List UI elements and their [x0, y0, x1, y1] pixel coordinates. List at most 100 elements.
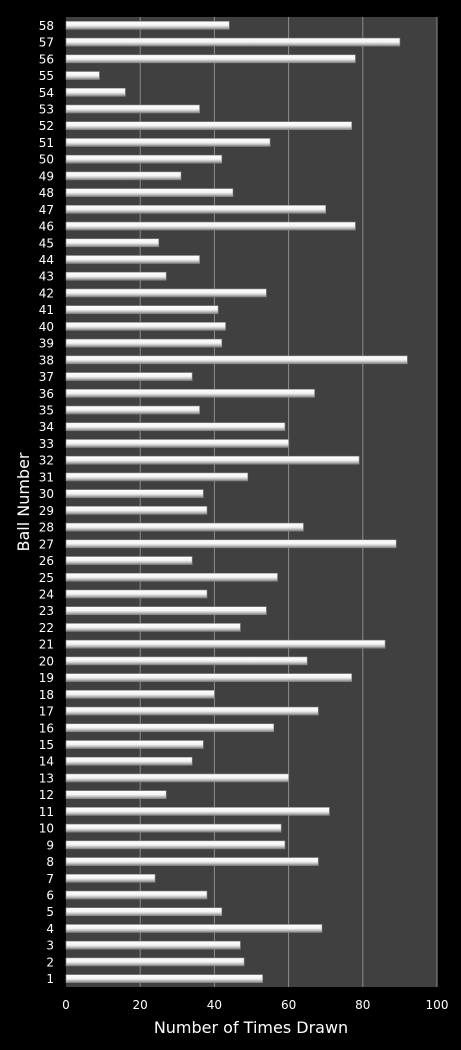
- bar-ball-49: [65, 171, 182, 181]
- bar-ball-32: [65, 455, 360, 465]
- y-tick-label: 6: [46, 889, 54, 903]
- y-tick-label: 30: [39, 487, 54, 501]
- bar-ball-54: [65, 87, 126, 97]
- y-tick-label: 32: [39, 454, 54, 468]
- y-tick-label: 35: [39, 404, 54, 418]
- bar-ball-15: [65, 740, 204, 749]
- bar-ball-27: [65, 539, 397, 549]
- bar-ball-41: [65, 305, 219, 314]
- bar-ball-48: [65, 188, 234, 197]
- bar-ball-44: [65, 255, 200, 264]
- y-tick-label: 15: [39, 738, 54, 752]
- x-tick-label: 100: [426, 998, 449, 1012]
- y-tick-label: 55: [39, 69, 54, 83]
- y-tick-label: 8: [46, 855, 54, 869]
- bar-ball-39: [65, 338, 223, 348]
- x-tick-label: 20: [133, 998, 148, 1012]
- bar-ball-2: [65, 957, 245, 967]
- bar-ball-12: [65, 790, 167, 799]
- y-tick-label: 52: [39, 119, 54, 133]
- y-axis-title: Ball Number: [14, 452, 33, 551]
- bar-ball-31: [65, 472, 249, 482]
- y-tick-label: 42: [39, 286, 54, 300]
- bar-ball-4: [65, 924, 323, 933]
- y-tick-label: 20: [39, 654, 54, 668]
- bar-ball-8: [65, 857, 319, 866]
- x-tick-label: 0: [62, 998, 70, 1012]
- y-tick-label: 17: [39, 705, 54, 719]
- y-tick-label: 13: [39, 771, 54, 785]
- bar-ball-38: [65, 355, 408, 365]
- bar-ball-20: [65, 656, 308, 666]
- y-tick-label: 23: [39, 604, 54, 618]
- y-tick-label: 36: [39, 387, 54, 401]
- bar-ball-9: [65, 840, 286, 850]
- y-tick-label: 26: [39, 554, 54, 568]
- y-tick-label: 37: [39, 370, 54, 384]
- y-tick-label: 34: [39, 420, 54, 434]
- y-tick-label: 16: [39, 721, 54, 735]
- y-tick-label: 12: [39, 788, 54, 802]
- bar-ball-28: [65, 522, 304, 532]
- y-tick-label: 22: [39, 621, 54, 635]
- bar-ball-35: [65, 405, 200, 415]
- bar-ball-30: [65, 489, 204, 498]
- y-tick-label: 48: [39, 186, 54, 200]
- y-tick-label: 11: [39, 805, 54, 819]
- bar-ball-11: [65, 807, 330, 816]
- y-tick-label: 43: [39, 270, 54, 284]
- bar-ball-26: [65, 556, 193, 565]
- y-tick-label: 9: [46, 838, 54, 852]
- y-tick-label: 56: [39, 52, 54, 66]
- y-tick-label: 18: [39, 688, 54, 702]
- y-tick-label: 25: [39, 571, 54, 585]
- y-tick-label: 45: [39, 236, 54, 250]
- bar-ball-22: [65, 623, 241, 632]
- bar-ball-36: [65, 388, 315, 398]
- bar-ball-23: [65, 606, 267, 616]
- bar-ball-21: [65, 639, 386, 649]
- y-tick-label: 58: [39, 19, 54, 33]
- x-tick-label: 40: [207, 998, 222, 1012]
- bar-ball-29: [65, 506, 208, 515]
- y-tick-label: 10: [39, 822, 54, 836]
- bar-ball-17: [65, 706, 319, 716]
- bar-ball-24: [65, 589, 208, 599]
- y-tick-label: 39: [39, 337, 54, 351]
- bar-ball-55: [65, 71, 100, 80]
- bar-ball-50: [65, 154, 223, 164]
- bar-ball-37: [65, 372, 193, 381]
- y-tick-label: 50: [39, 153, 54, 167]
- y-tick-label: 31: [39, 470, 54, 484]
- bar-ball-19: [65, 673, 352, 682]
- bar-ball-47: [65, 205, 327, 214]
- bar-ball-1: [65, 974, 263, 983]
- x-tick-labels: 0 20 40 60 80 100: [62, 998, 448, 1012]
- bar-ball-43: [65, 271, 167, 281]
- bar-ball-42: [65, 288, 267, 298]
- bar-ball-7: [65, 873, 156, 883]
- y-tick-label: 5: [46, 905, 54, 919]
- y-tick-label: 33: [39, 437, 54, 451]
- bar-ball-16: [65, 723, 275, 733]
- bar-ball-33: [65, 439, 289, 448]
- y-tick-label: 28: [39, 521, 54, 535]
- y-tick-label: 24: [39, 587, 54, 601]
- y-tick-label: 51: [39, 136, 54, 150]
- y-tick-label: 54: [39, 86, 54, 100]
- y-tick-label: 1: [46, 972, 54, 986]
- bar-ball-18: [65, 690, 215, 699]
- bar-ball-5: [65, 907, 223, 917]
- bars: [65, 21, 408, 983]
- x-tick-label: 80: [355, 998, 370, 1012]
- y-tick-label: 7: [46, 872, 54, 886]
- y-tick-label: 3: [46, 939, 54, 953]
- bar-ball-14: [65, 756, 193, 766]
- bar-ball-57: [65, 37, 401, 47]
- y-tick-label: 46: [39, 220, 54, 234]
- y-tick-label: 2: [46, 955, 54, 969]
- y-tick-label: 38: [39, 353, 54, 367]
- bar-ball-51: [65, 138, 271, 147]
- bar-ball-34: [65, 422, 286, 432]
